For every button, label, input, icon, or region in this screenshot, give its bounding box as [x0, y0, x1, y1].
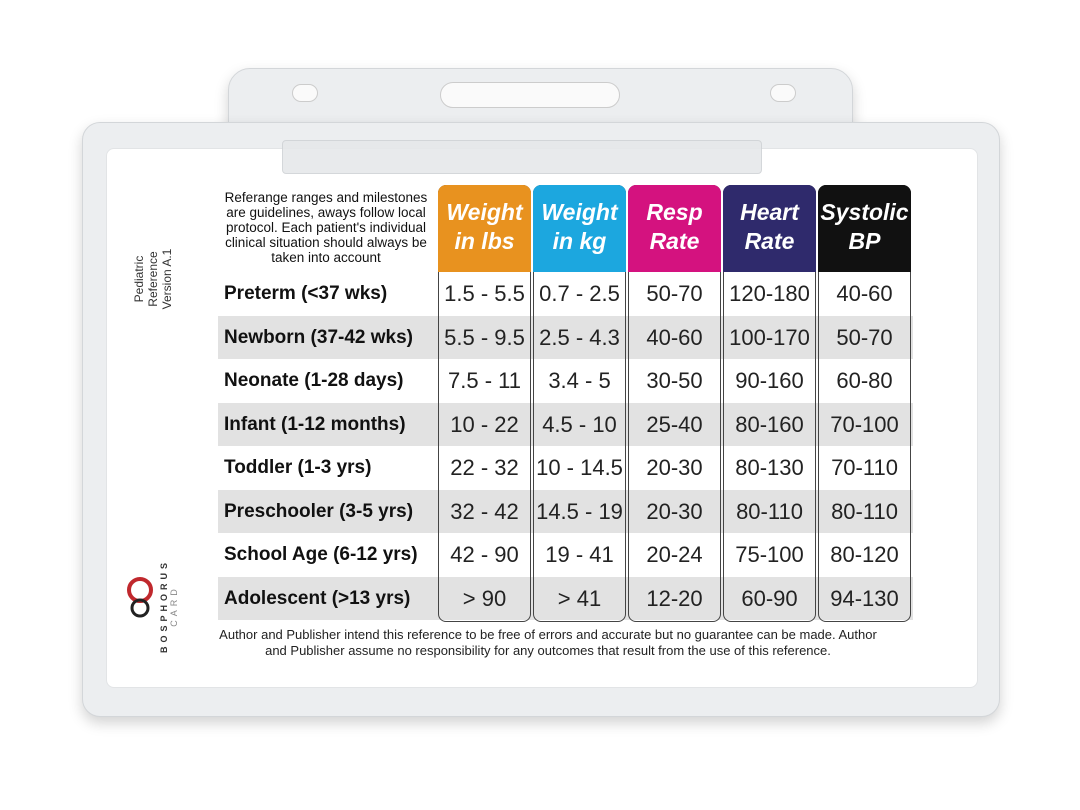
brand-sub: CARD — [169, 585, 179, 627]
cell: 20-24 — [646, 542, 703, 567]
cell: 10 - 14.5 — [536, 455, 623, 480]
row-label: Neonate (1-28 days) — [224, 370, 404, 391]
cell: 120-180 — [729, 281, 810, 306]
cell: 70-110 — [831, 455, 898, 480]
column-header: Weight in lbs — [438, 185, 531, 272]
cell: 80-130 — [735, 455, 804, 480]
cell: 30-50 — [646, 368, 703, 393]
row-label: Preterm (<37 wks) — [224, 283, 388, 304]
column-header: Resp Rate — [628, 185, 721, 272]
hole — [292, 84, 318, 102]
brand: BOSPHORUS CARD — [159, 541, 179, 671]
side-label-line: Pediatric Reference — [132, 251, 160, 307]
row-label: School Age (6-12 yrs) — [224, 544, 418, 565]
cell: 80-120 — [830, 542, 899, 567]
cell: 100-170 — [729, 324, 810, 350]
cell: 80-110 — [831, 498, 898, 524]
cell: 32 - 42 — [450, 498, 519, 524]
brand-name: BOSPHORUS — [159, 559, 169, 654]
cell: 0.7 - 2.5 — [539, 281, 620, 306]
column-header: Weight in kg — [533, 185, 626, 272]
cell: 19 - 41 — [545, 542, 614, 567]
cell: 50-70 — [646, 281, 703, 306]
cell: 20-30 — [646, 455, 703, 480]
cell: 75-100 — [735, 542, 804, 567]
side-label: Pediatric Reference Version A.1 — [132, 234, 174, 324]
column-header-line: Rate — [649, 228, 700, 254]
cell: 50-70 — [836, 324, 893, 350]
cell: 4.5 - 10 — [542, 411, 617, 437]
cell: 5.5 - 9.5 — [444, 324, 525, 350]
cell: 80-110 — [736, 498, 803, 524]
column-header-line: Heart — [740, 199, 799, 225]
column-header-line: Weight — [446, 199, 523, 225]
row-label: Infant (1-12 months) — [224, 413, 406, 435]
cell: 94-130 — [830, 585, 899, 611]
cell: 40-60 — [836, 281, 893, 306]
column-header-line: BP — [848, 228, 881, 254]
row-label: Toddler (1-3 yrs) — [224, 457, 372, 478]
cell: 25-40 — [646, 411, 703, 437]
row-label: Preschooler (3-5 yrs) — [224, 500, 414, 522]
row-band — [218, 489, 913, 533]
row-label: Newborn (37-42 wks) — [224, 326, 413, 348]
note: Referange ranges and milestones are guid… — [224, 190, 428, 265]
slot — [440, 82, 620, 108]
clip-bar — [282, 140, 762, 174]
row-band — [218, 315, 913, 359]
cell: 20-30 — [646, 498, 703, 524]
cell: 40-60 — [646, 324, 703, 350]
cell: 70-100 — [830, 411, 899, 437]
row-band — [218, 402, 913, 446]
footer: Author and Publisher intend this referen… — [219, 627, 877, 658]
cell: 12-20 — [646, 585, 703, 611]
cell: 7.5 - 11 — [448, 368, 521, 393]
column-header: Systolic BP — [818, 185, 911, 272]
hole — [770, 84, 796, 102]
row-label: Adolescent (>13 yrs) — [224, 587, 411, 609]
column-header-line: Rate — [744, 228, 795, 254]
column-header-line: Resp — [646, 199, 703, 225]
cell: 14.5 - 19 — [536, 498, 623, 524]
logo — [127, 577, 153, 618]
cell: 60-80 — [836, 368, 893, 393]
cell: 1.5 - 5.5 — [444, 281, 525, 306]
cell: 2.5 - 4.3 — [539, 324, 620, 350]
cell: 3.4 - 5 — [548, 368, 611, 393]
cell: 90-160 — [735, 368, 804, 393]
cell: > 90 — [462, 585, 507, 611]
column-header-line: Weight — [541, 199, 618, 225]
row-band — [218, 576, 913, 620]
column-header-line: in kg — [552, 228, 607, 254]
cell: 42 - 90 — [450, 542, 519, 567]
column-header-line: Systolic — [820, 199, 909, 225]
cell: 10 - 22 — [450, 411, 519, 437]
cell: 80-160 — [735, 411, 804, 437]
cell: 22 - 32 — [450, 455, 519, 480]
cell: 60-90 — [741, 585, 798, 611]
column-header: Heart Rate — [723, 185, 816, 272]
cell: > 41 — [557, 585, 602, 611]
column-header-line: in lbs — [454, 228, 515, 254]
side-label-line: Version A.1 — [160, 248, 174, 310]
